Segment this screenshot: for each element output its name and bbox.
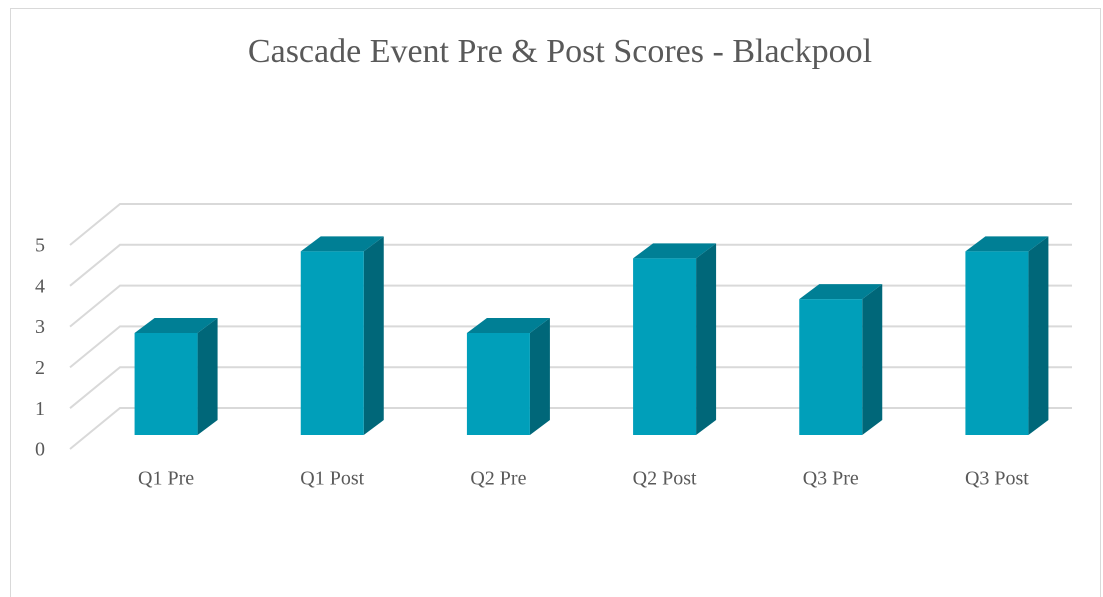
y-tick-label: 2: [35, 357, 45, 379]
bar-side: [529, 318, 550, 435]
bar-front: [799, 299, 863, 435]
grid-line: [69, 243, 1072, 287]
bar: [799, 284, 883, 435]
y-tick-label: 0: [35, 439, 45, 461]
chart-title: Cascade Event Pre & Post Scores - Blackp…: [248, 33, 872, 70]
x-tick-label: Q1 Post: [300, 468, 364, 490]
x-tick-label: Q3 Post: [965, 468, 1029, 490]
bar-top: [799, 284, 883, 300]
bar: [466, 318, 550, 435]
bar-side: [197, 318, 218, 435]
bar-top: [300, 236, 384, 252]
grid-line: [69, 407, 1072, 450]
grid-line: [69, 203, 1072, 246]
bar-front: [300, 251, 364, 435]
y-tick-label: 4: [35, 275, 45, 297]
bar-front: [134, 333, 198, 435]
x-tick-label: Q3 Pre: [803, 468, 859, 490]
bar-side: [363, 236, 384, 435]
bar: [134, 318, 218, 435]
y-tick-label: 3: [35, 316, 45, 338]
bar: [633, 243, 717, 435]
bar-front: [965, 251, 1029, 435]
y-tick-label: 5: [35, 235, 45, 257]
bar: [965, 236, 1049, 435]
grid-line: [69, 366, 1072, 409]
x-tick-label: Q2 Pre: [470, 468, 526, 490]
x-tick-label: Q1 Pre: [138, 468, 194, 490]
bar-side: [1028, 236, 1049, 435]
bar-top: [965, 236, 1049, 252]
bar-top: [633, 243, 717, 259]
x-tick-label: Q2 Post: [633, 468, 697, 490]
bar-front: [633, 258, 697, 435]
bar: [300, 236, 384, 435]
y-tick-label: 1: [35, 398, 45, 420]
chart-border: [10, 8, 1101, 597]
bar-front: [466, 333, 530, 435]
bar-side: [862, 284, 883, 435]
grid-line: [69, 284, 1072, 328]
bar-side: [696, 243, 717, 435]
bar-top: [134, 318, 218, 333]
bar-top: [466, 318, 550, 333]
grid-line: [69, 325, 1072, 369]
